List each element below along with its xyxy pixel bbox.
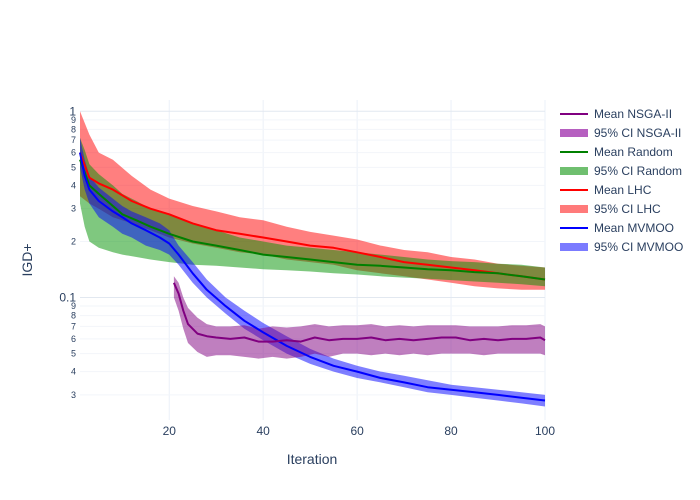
legend-swatch-band <box>560 167 588 175</box>
y-axis-title: IGD+ <box>19 243 35 276</box>
legend-item[interactable]: Mean NSGA-II <box>560 107 672 121</box>
y-minor-tick-label: 9 <box>71 115 76 125</box>
legend-swatch-band <box>560 243 588 251</box>
mean-line-mean-nsga-ii <box>172 282 546 343</box>
x-axis-title: Iteration <box>287 451 338 467</box>
ci-band-mean-random <box>80 137 545 287</box>
y-minor-tick-label: 3 <box>71 204 76 214</box>
legend[interactable]: Mean NSGA-II 95% CI NSGA-II Mean Random 95%… <box>560 107 683 254</box>
y-minor-tick-label: 9 <box>71 301 76 311</box>
x-axis-ticks: 20 40 60 80 100 <box>163 424 556 438</box>
x-tick-label: 20 <box>163 424 177 438</box>
y-minor-tick-label: 8 <box>71 311 76 321</box>
y-minor-tick-label: 7 <box>71 321 76 331</box>
y-minor-tick-label: 5 <box>71 162 76 172</box>
legend-item[interactable]: Mean Random <box>560 145 673 159</box>
legend-item[interactable]: 95% CI Random <box>560 164 682 178</box>
y-minor-tick-label: 2 <box>71 236 76 246</box>
y-minor-tick-label: 4 <box>71 367 76 377</box>
legend-item[interactable]: Mean LHC <box>560 183 652 197</box>
legend-label: Mean NSGA-II <box>594 107 672 121</box>
legend-label: Mean LHC <box>594 183 652 197</box>
legend-label: 95% CI LHC <box>594 202 661 216</box>
legend-label: Mean Random <box>594 145 673 159</box>
legend-item[interactable]: 95% CI NSGA-II <box>560 126 681 140</box>
y-minor-tick-label: 7 <box>71 135 76 145</box>
y-minor-tick-label: 8 <box>71 124 76 134</box>
y-major-tick-label: 0.1 <box>59 291 76 305</box>
x-tick-label: 100 <box>535 424 555 438</box>
legend-swatch-band <box>560 205 588 213</box>
legend-label: 95% CI Random <box>594 164 682 178</box>
legend-item[interactable]: 95% CI MVMOO <box>560 240 683 254</box>
legend-label: 95% CI MVMOO <box>594 240 683 254</box>
mean-line-mean-lhc <box>79 152 546 281</box>
mean-lines <box>79 152 546 402</box>
y-minor-tick-label: 4 <box>71 180 76 190</box>
legend-swatch-band <box>560 129 588 137</box>
y-minor-tick-label: 6 <box>71 334 76 344</box>
mean-line-mean-random <box>79 159 546 281</box>
mean-line-mean-mvmoo <box>79 152 546 402</box>
x-tick-label: 60 <box>350 424 364 438</box>
y-minor-tick-label: 3 <box>71 390 76 400</box>
legend-label: 95% CI NSGA-II <box>594 126 681 140</box>
legend-label: Mean MVMOO <box>594 221 674 235</box>
y-minor-tick-label: 5 <box>71 349 76 359</box>
x-tick-label: 40 <box>257 424 271 438</box>
y-minor-tick-label: 6 <box>71 148 76 158</box>
legend-item[interactable]: Mean MVMOO <box>560 221 674 235</box>
legend-item[interactable]: 95% CI LHC <box>560 202 661 216</box>
x-tick-label: 80 <box>444 424 458 438</box>
y-major-tick-label: 1 <box>69 104 76 118</box>
